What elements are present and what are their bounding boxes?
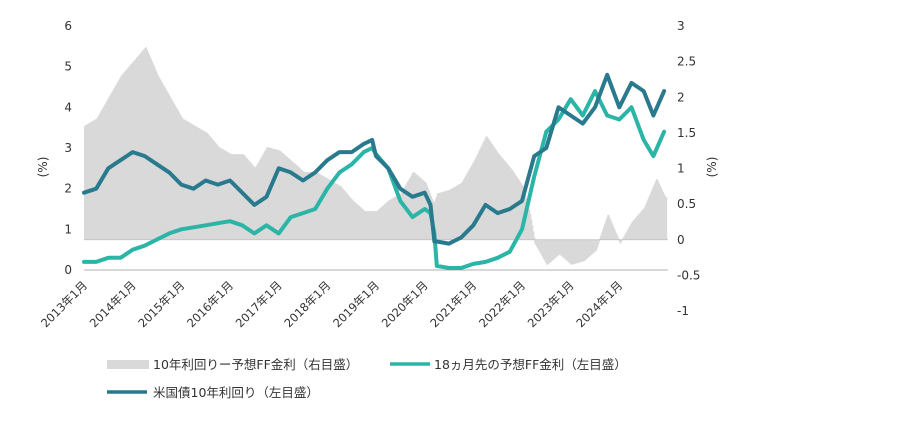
spread-bar: [617, 238, 620, 240]
spread-bar: [597, 239, 600, 245]
x-axis-tick-label: 2015年1月: [135, 278, 187, 330]
x-axis: 2013年1月2014年1月2015年1月2016年1月2017年1月2018年…: [38, 278, 625, 330]
left-axis-tick-label: 1: [64, 222, 72, 236]
legend-item-spread: 10年利回りー予想FF金利（右目盛）: [107, 357, 358, 372]
right-axis-tick-label: 1.5: [677, 126, 696, 140]
x-axis-tick-label: 2023年1月: [525, 278, 577, 330]
left-axis-unit: (%): [36, 157, 50, 178]
x-axis-tick-label: 2019年1月: [330, 278, 382, 330]
left-axis-tick-label: 5: [64, 60, 72, 74]
right-axis-tick-label: 1: [677, 162, 685, 176]
left-axis-tick-label: 6: [64, 19, 72, 33]
left-axis-tick-label: 3: [64, 141, 72, 155]
spread-bar: [598, 239, 601, 242]
legend: 10年利回りー予想FF金利（右目盛） 18ヵ月先の予想FF金利（左目盛） 米国債…: [107, 357, 627, 400]
left-axis-tick-label: 2: [64, 182, 72, 196]
x-axis-tick-label: 2021年1月: [427, 278, 479, 330]
legend-label-10y-yield: 米国債10年利回り（左目盛）: [153, 385, 319, 400]
x-axis-tick-label: 2017年1月: [233, 278, 285, 330]
x-axis-tick-label: 2014年1月: [87, 278, 139, 330]
right-axis-tick-label: 3: [677, 19, 685, 33]
x-axis-tick-label: 2020年1月: [379, 278, 431, 330]
x-axis-tick-label: 2013年1月: [38, 278, 90, 330]
spread-bar: [533, 237, 536, 240]
x-axis-tick-label: 2024年1月: [573, 278, 625, 330]
legend-item-10y-yield: 米国債10年利回り（左目盛）: [107, 385, 319, 400]
spread-bar: [620, 239, 623, 242]
right-axis: -1 -0.5 0 0.5 1 1.5 2 2.5 3: [677, 19, 700, 318]
x-axis-tick-label: 2022年1月: [476, 278, 528, 330]
legend-label-ff-rate: 18ヵ月先の予想FF金利（左目盛）: [434, 357, 627, 372]
legend-swatch-spread: [107, 360, 149, 369]
spread-bar: [664, 197, 668, 240]
right-axis-tick-label: 2.5: [677, 55, 696, 69]
x-axis-tick-label: 2018年1月: [281, 278, 333, 330]
left-axis-tick-label: 4: [64, 100, 72, 114]
right-axis-unit: (%): [705, 157, 719, 178]
right-axis-tick-label: -1: [677, 304, 689, 318]
series-lines: [82, 72, 667, 270]
legend-label-spread: 10年利回りー予想FF金利（右目盛）: [153, 357, 358, 372]
right-axis-tick-label: 2: [677, 90, 685, 104]
us-10y-yield-line: [82, 72, 667, 246]
left-axis: 0 1 2 3 4 5 6: [64, 19, 72, 277]
x-axis-tick-label: 2016年1月: [184, 278, 236, 330]
spread-bar: [616, 236, 619, 240]
right-axis-tick-label: -0.5: [677, 268, 700, 282]
right-axis-tick-label: 0.5: [677, 197, 696, 211]
right-axis-tick-label: 0: [677, 233, 685, 247]
legend-item-ff-rate: 18ヵ月先の予想FF金利（左目盛）: [390, 357, 627, 372]
left-axis-tick-label: 0: [64, 263, 72, 277]
spread-bar: [532, 231, 535, 240]
